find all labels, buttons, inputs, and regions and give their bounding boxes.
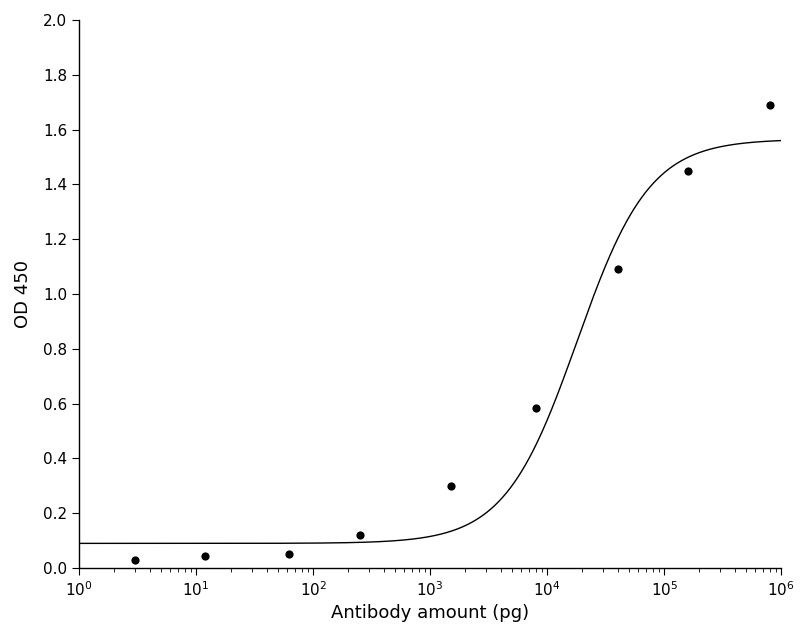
Point	[354, 530, 366, 540]
Point	[129, 555, 142, 565]
Point	[282, 550, 295, 560]
Point	[529, 403, 542, 413]
Point	[682, 165, 695, 176]
Point	[444, 481, 457, 491]
Point	[611, 264, 624, 274]
Y-axis label: OD 450: OD 450	[14, 260, 32, 328]
X-axis label: Antibody amount (pg): Antibody amount (pg)	[331, 604, 529, 622]
Point	[199, 551, 212, 561]
Point	[764, 100, 777, 110]
